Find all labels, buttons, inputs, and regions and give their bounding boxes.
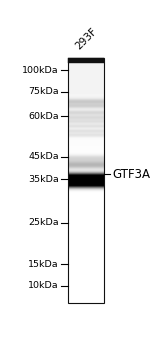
Text: 35kDa: 35kDa [28,175,59,184]
Text: 60kDa: 60kDa [28,112,59,121]
Text: 15kDa: 15kDa [28,260,59,269]
Text: 45kDa: 45kDa [28,152,59,161]
Text: 25kDa: 25kDa [28,218,59,227]
Text: 100kDa: 100kDa [22,66,59,75]
Text: 293F: 293F [74,26,99,51]
Text: GTF3A: GTF3A [113,168,151,181]
FancyBboxPatch shape [68,58,104,63]
Text: 10kDa: 10kDa [28,281,59,290]
Text: 75kDa: 75kDa [28,88,59,96]
